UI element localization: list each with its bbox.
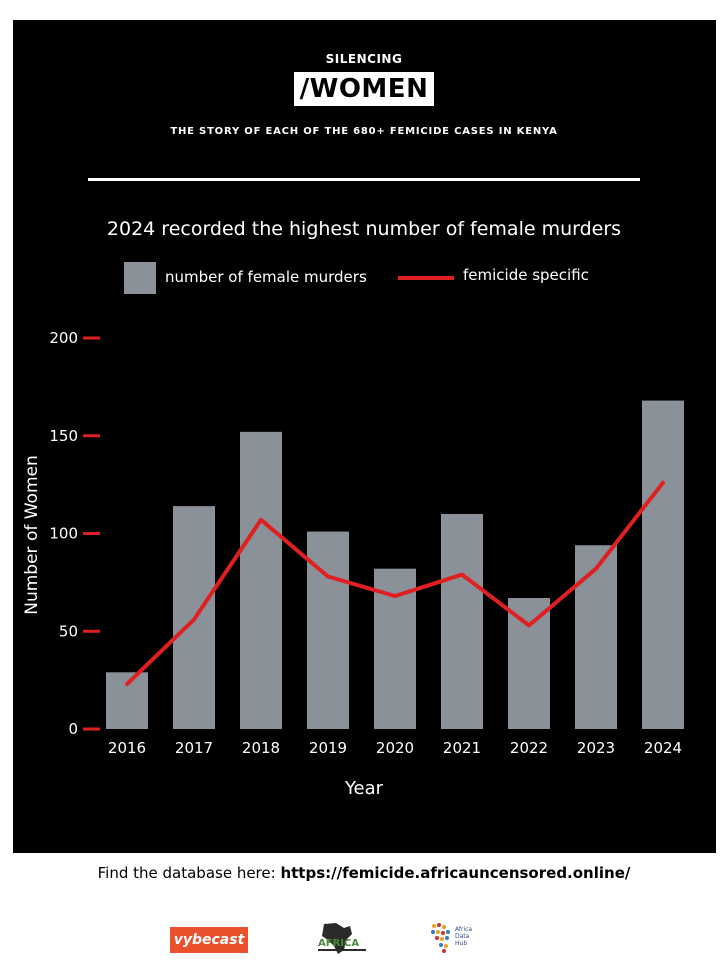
legend-bar-label: number of female murders: [165, 268, 367, 286]
bar: [441, 513, 483, 729]
legend-line-label: femicide specific: [463, 266, 589, 284]
legend-line-swatch: [398, 276, 454, 280]
header-kicker: SILENCING: [325, 52, 403, 66]
header-divider: [88, 178, 640, 181]
legend-bar-swatch: [124, 262, 156, 294]
vybecast-logo: vybecast: [170, 927, 248, 953]
x-tick-label: 2023: [577, 739, 615, 757]
x-tick-label: 2016: [108, 739, 146, 757]
bar: [240, 431, 282, 729]
adh-logo-line-1: Africa: [455, 926, 472, 933]
x-tick-label: 2019: [309, 739, 347, 757]
bar: [106, 672, 148, 729]
database-link[interactable]: https://femicide.africauncensored.online…: [280, 864, 631, 882]
footer-prefix: Find the database here:: [97, 864, 281, 882]
y-tick-label: 0: [68, 720, 78, 738]
y-tick-label: 200: [49, 329, 78, 347]
x-tick-label: 2021: [443, 739, 481, 757]
adh-logo-line-3: Hub: [455, 940, 467, 947]
bar: [575, 545, 617, 729]
footer-note: Find the database here: https://femicide…: [0, 864, 728, 882]
brand-logo: /WOMEN: [294, 72, 434, 106]
x-tick-label: 2020: [376, 739, 414, 757]
chart-title: 2024 recorded the highest number of fema…: [106, 218, 622, 240]
africa-uncensored-logo: AFRICA: [318, 923, 366, 954]
y-tick-label: 150: [49, 427, 78, 445]
x-tick-label: 2017: [175, 739, 213, 757]
africa-data-hub-logo: Africa Data Hub: [431, 923, 472, 953]
bar: [307, 531, 349, 729]
x-tick-label: 2022: [510, 739, 548, 757]
y-tick-label: 100: [49, 525, 78, 543]
x-tick-label: 2024: [644, 739, 682, 757]
x-tick-label: 2018: [242, 739, 280, 757]
adh-logo-line-2: Data: [455, 933, 470, 940]
africa-logo-text: AFRICA: [318, 938, 359, 949]
y-axis-label: Number of Women: [22, 455, 42, 615]
y-tick-label: 50: [59, 622, 78, 640]
x-axis-label: Year: [344, 778, 384, 799]
header-tagline: THE STORY OF EACH OF THE 680+ FEMICIDE C…: [170, 126, 558, 137]
bar: [642, 400, 684, 729]
bar: [508, 598, 550, 729]
